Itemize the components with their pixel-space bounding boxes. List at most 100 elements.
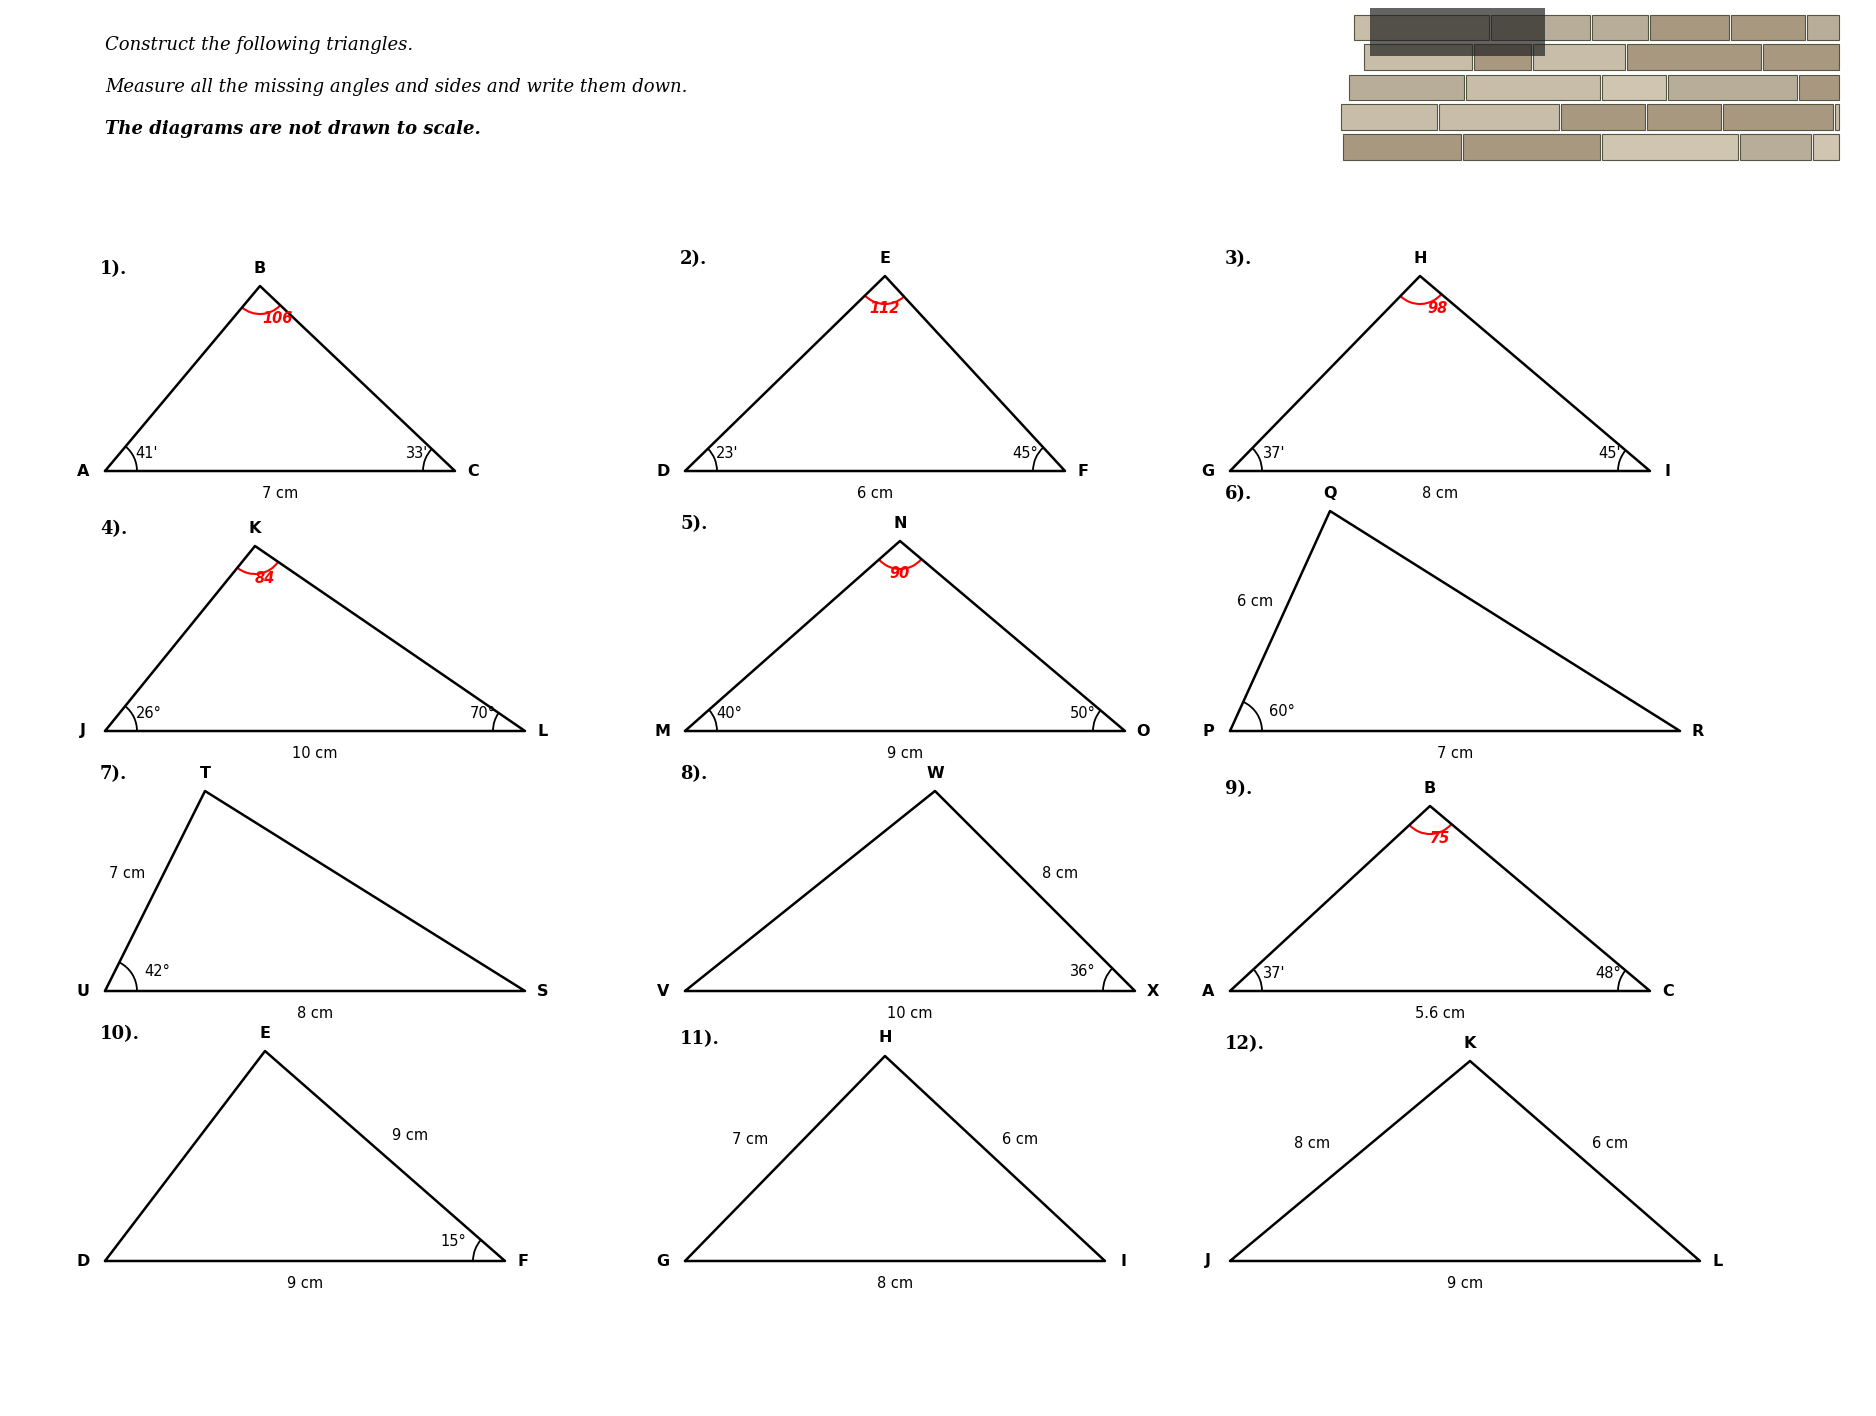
Text: 42°: 42° [144, 963, 171, 978]
Text: C: C [467, 463, 478, 479]
FancyBboxPatch shape [1722, 105, 1833, 130]
FancyBboxPatch shape [1349, 75, 1465, 101]
FancyBboxPatch shape [1561, 105, 1645, 130]
FancyBboxPatch shape [1814, 135, 1838, 160]
Text: 84: 84 [255, 571, 276, 585]
Text: 10).: 10). [99, 1025, 141, 1044]
Text: R: R [1692, 724, 1703, 739]
Text: E: E [880, 251, 891, 266]
FancyBboxPatch shape [1533, 44, 1625, 69]
Text: J: J [81, 724, 86, 739]
Text: J: J [1204, 1253, 1212, 1269]
Text: 10 cm: 10 cm [887, 1005, 932, 1021]
Text: Q: Q [1323, 486, 1338, 500]
Text: 6 cm: 6 cm [1593, 1136, 1628, 1150]
FancyBboxPatch shape [1799, 75, 1838, 101]
Text: 8 cm: 8 cm [1422, 486, 1458, 500]
Text: H: H [878, 1031, 891, 1045]
Text: V: V [657, 984, 670, 998]
Text: B: B [253, 261, 266, 276]
Text: G: G [657, 1253, 670, 1269]
Text: 12).: 12). [1225, 1035, 1264, 1054]
Text: 48°: 48° [1595, 966, 1621, 980]
FancyBboxPatch shape [1807, 14, 1838, 40]
FancyBboxPatch shape [1467, 75, 1600, 101]
Text: 90: 90 [889, 565, 910, 581]
FancyBboxPatch shape [1463, 135, 1600, 160]
Text: 9).: 9). [1225, 780, 1253, 799]
Text: 26°: 26° [137, 705, 161, 721]
Text: 41': 41' [135, 446, 158, 460]
Text: 112: 112 [870, 300, 900, 316]
FancyBboxPatch shape [1649, 14, 1730, 40]
Text: E: E [259, 1025, 270, 1041]
Text: G: G [1201, 463, 1214, 479]
Text: I: I [1666, 463, 1672, 479]
Text: H: H [1413, 251, 1428, 266]
Text: 15°: 15° [441, 1233, 465, 1249]
Text: W: W [927, 766, 944, 780]
FancyBboxPatch shape [1364, 44, 1473, 69]
Text: K: K [250, 521, 261, 535]
Text: 6 cm: 6 cm [857, 486, 893, 500]
Text: 5.6 cm: 5.6 cm [1415, 1005, 1465, 1021]
Text: 5).: 5). [679, 515, 707, 532]
Text: F: F [1077, 463, 1088, 479]
Text: 45': 45' [1598, 446, 1621, 460]
FancyBboxPatch shape [1835, 105, 1838, 130]
Text: 75: 75 [1430, 831, 1450, 845]
FancyBboxPatch shape [1475, 44, 1531, 69]
FancyBboxPatch shape [1439, 105, 1559, 130]
Text: 10 cm: 10 cm [293, 745, 338, 760]
Text: 37': 37' [1263, 446, 1285, 460]
Text: L: L [1713, 1253, 1724, 1269]
Text: 33': 33' [405, 446, 428, 460]
Text: M: M [655, 724, 672, 739]
Text: 40°: 40° [717, 705, 741, 721]
FancyBboxPatch shape [1602, 135, 1737, 160]
Text: 36°: 36° [1069, 963, 1096, 978]
FancyBboxPatch shape [1341, 105, 1437, 130]
Text: O: O [1137, 724, 1150, 739]
FancyBboxPatch shape [1626, 44, 1760, 69]
Text: 9 cm: 9 cm [1446, 1276, 1484, 1290]
FancyBboxPatch shape [1602, 75, 1666, 101]
Text: 9 cm: 9 cm [887, 745, 923, 760]
Text: 9 cm: 9 cm [392, 1129, 428, 1144]
Text: I: I [1120, 1253, 1126, 1269]
Text: A: A [1203, 984, 1214, 998]
Text: 7 cm: 7 cm [109, 865, 144, 881]
Text: 23': 23' [717, 446, 739, 460]
Text: 60°: 60° [1268, 704, 1294, 718]
Text: N: N [893, 515, 906, 531]
Text: 7).: 7). [99, 765, 128, 783]
Text: T: T [199, 766, 210, 780]
FancyBboxPatch shape [1647, 105, 1720, 130]
Text: 8 cm: 8 cm [296, 1005, 334, 1021]
Text: 98: 98 [1428, 300, 1448, 316]
Text: P: P [1203, 724, 1214, 739]
FancyBboxPatch shape [1732, 14, 1805, 40]
FancyBboxPatch shape [1354, 14, 1490, 40]
Text: 11).: 11). [679, 1029, 720, 1048]
Text: 70°: 70° [471, 705, 495, 721]
Text: 50°: 50° [1069, 705, 1096, 721]
Text: 7 cm: 7 cm [1437, 745, 1473, 760]
Text: 2).: 2). [679, 251, 707, 268]
Text: D: D [77, 1253, 90, 1269]
Text: 4).: 4). [99, 520, 128, 538]
Text: D: D [657, 463, 670, 479]
Text: 106: 106 [263, 310, 293, 326]
Text: 45°: 45° [1013, 446, 1037, 460]
Text: 8).: 8). [679, 765, 707, 783]
Text: X: X [1146, 984, 1159, 998]
Text: B: B [1424, 780, 1437, 796]
Text: F: F [518, 1253, 529, 1269]
FancyBboxPatch shape [1491, 14, 1591, 40]
Text: 6 cm: 6 cm [1002, 1131, 1037, 1147]
FancyBboxPatch shape [1369, 8, 1546, 57]
Text: 3).: 3). [1225, 251, 1253, 268]
Text: 6 cm: 6 cm [1236, 593, 1274, 609]
Text: 8 cm: 8 cm [1294, 1136, 1330, 1150]
Text: C: C [1662, 984, 1673, 998]
